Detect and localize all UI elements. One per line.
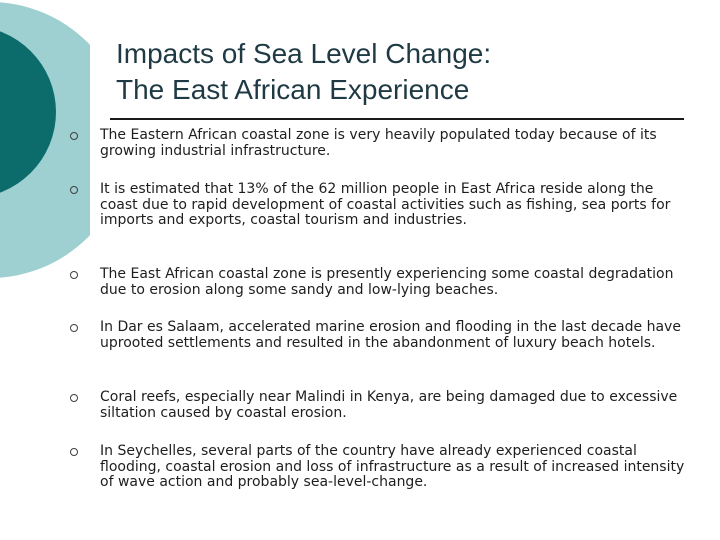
hollow-circle-bullet-icon [70, 448, 78, 456]
bullet-text-1: The Eastern African coastal zone is very… [100, 127, 657, 159]
title-line-2: The East African Experience [116, 74, 470, 105]
hollow-circle-bullet-icon [70, 132, 78, 140]
bullet-text-6: In Seychelles, several parts of the coun… [100, 443, 685, 490]
hollow-circle-bullet-icon [70, 271, 78, 279]
bullet-text-4: In Dar es Salaam, accelerated marine ero… [100, 319, 681, 351]
bullet-text-2: It is estimated that 13% of the 62 milli… [100, 181, 671, 228]
hollow-circle-bullet-icon [70, 394, 78, 402]
dark-teal-circle [0, 31, 56, 193]
hollow-circle-bullet-icon [70, 324, 78, 332]
bullet-text-3: The East African coastal zone is present… [100, 266, 674, 298]
slide-title: Impacts of Sea Level Change: The East Af… [116, 36, 491, 108]
hollow-circle-bullet-icon [70, 186, 78, 194]
title-line-1: Impacts of Sea Level Change: [116, 38, 492, 69]
decorative-circles [0, 2, 90, 278]
title-divider [110, 118, 684, 120]
bullet-text-5: Coral reefs, especially near Malindi in … [100, 389, 678, 421]
